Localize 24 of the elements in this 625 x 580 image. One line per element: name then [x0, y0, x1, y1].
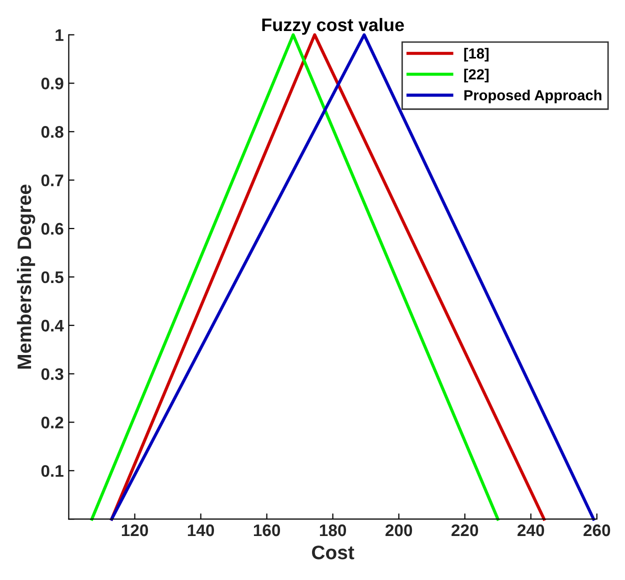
y-tick-label: 0.9 [41, 78, 64, 90]
y-axis-title: Membership Degree [16, 184, 36, 369]
y-tick-label: 1 [56, 29, 64, 41]
y-tick-label: 0.2 [41, 416, 64, 428]
x-tick-label: 260 [584, 524, 610, 536]
chart-title: Fuzzy cost value [262, 18, 404, 35]
y-tick-label: 0.3 [41, 368, 64, 380]
x-tick-label: 180 [320, 524, 346, 536]
x-tick-label: 140 [188, 524, 214, 536]
x-axis-title: Cost [312, 546, 354, 560]
x-tick-label: 240 [518, 524, 544, 536]
legend-label: Proposed Approach [464, 90, 602, 104]
y-tick-label: 0.5 [41, 271, 64, 284]
x-tick-label: 220 [452, 524, 478, 536]
x-tick-label: 120 [122, 524, 148, 536]
x-tick-label: 200 [386, 524, 412, 536]
y-tick-label: 0.7 [41, 174, 64, 186]
y-tick-label: 0.1 [41, 465, 64, 477]
legend-label: [22] [464, 68, 489, 82]
legend-label: [18] [464, 48, 489, 62]
y-tick-label: 0.8 [41, 126, 64, 138]
y-tick-label: 0.4 [41, 320, 64, 332]
y-tick-label: 0.6 [41, 222, 64, 235]
x-tick-label: 160 [254, 524, 280, 536]
